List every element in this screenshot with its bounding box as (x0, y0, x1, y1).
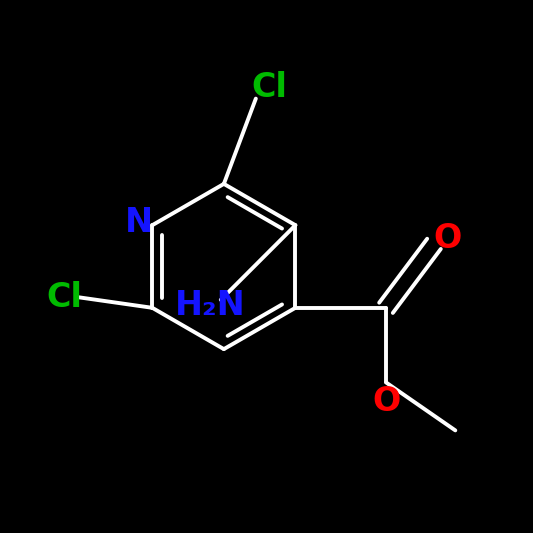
Text: O: O (433, 222, 462, 255)
Text: O: O (372, 385, 400, 417)
Text: H₂N: H₂N (175, 289, 246, 321)
Text: Cl: Cl (46, 281, 82, 313)
Text: Cl: Cl (251, 71, 287, 104)
Text: N: N (125, 206, 153, 239)
